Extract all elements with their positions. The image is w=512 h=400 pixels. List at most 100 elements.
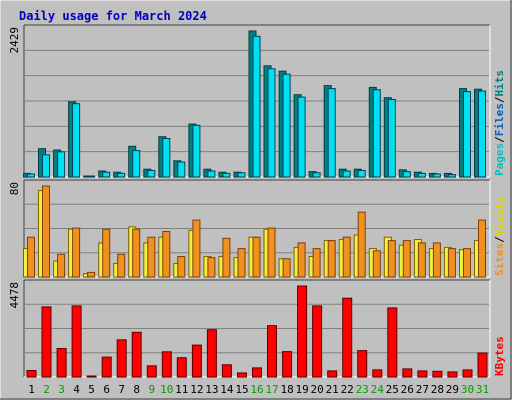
bar-visits-day-25 — [387, 240, 396, 278]
legend-files: Files — [493, 103, 506, 136]
bar-kbytes-day-12 — [191, 344, 202, 378]
bar-visits-day-28 — [432, 242, 441, 278]
day-label-20: 20 — [310, 383, 323, 396]
day-label-27: 27 — [416, 383, 429, 396]
bar-kbytes-day-8 — [131, 331, 142, 378]
bar-visits-day-19 — [297, 242, 306, 278]
day-label-25: 25 — [386, 383, 399, 396]
y-max-label-kbytes: 4478 — [8, 282, 21, 309]
bar-visits-day-29 — [447, 248, 456, 278]
bar-files-day-19 — [297, 96, 306, 178]
bar-files-day-18 — [282, 73, 291, 178]
legend-sep-1: / — [493, 136, 506, 143]
bar-visits-day-9 — [147, 236, 156, 278]
bar-visits-day-26 — [402, 240, 411, 278]
day-label-28: 28 — [431, 383, 444, 396]
day-label-6: 6 — [103, 383, 110, 396]
day-label-17: 17 — [265, 383, 278, 396]
bar-visits-day-20 — [312, 248, 321, 278]
bar-files-day-26 — [402, 171, 411, 178]
bar-visits-day-7 — [117, 253, 126, 278]
bar-kbytes-day-20 — [312, 305, 323, 378]
chart-title: Daily usage for March 2024 — [19, 9, 207, 23]
bar-visits-day-23 — [357, 211, 366, 278]
bar-kbytes-day-5 — [86, 375, 97, 378]
legend-middle: Sites/Visits — [493, 197, 506, 277]
legend-visits: Visits — [493, 197, 506, 237]
bar-kbytes-day-25 — [387, 307, 398, 378]
bar-files-day-21 — [327, 88, 336, 178]
day-label-4: 4 — [73, 383, 80, 396]
bar-files-day-2 — [42, 154, 50, 178]
bar-visits-day-6 — [102, 228, 111, 278]
bar-kbytes-day-28 — [432, 370, 443, 378]
bar-kbytes-day-17 — [267, 325, 277, 378]
bar-kbytes-day-29 — [447, 371, 458, 378]
bar-files-day-9 — [147, 169, 156, 178]
bar-kbytes-day-3 — [56, 348, 67, 378]
bar-visits-day-12 — [192, 219, 201, 278]
bar-visits-day-21 — [327, 240, 336, 278]
day-label-24: 24 — [371, 383, 385, 396]
day-label-22: 22 — [341, 383, 354, 396]
bar-kbytes-day-23 — [357, 350, 368, 378]
bar-visits-day-14 — [222, 237, 231, 278]
bar-visits-day-31 — [478, 219, 486, 278]
bar-visits-day-24 — [372, 250, 381, 278]
bar-kbytes-day-26 — [402, 368, 413, 378]
bar-kbytes-day-24 — [372, 369, 383, 378]
day-label-11: 11 — [175, 383, 188, 396]
bar-visits-day-27 — [417, 242, 426, 278]
day-label-10: 10 — [160, 383, 173, 396]
bar-kbytes-day-6 — [101, 356, 112, 378]
day-label-3: 3 — [58, 383, 65, 396]
bar-files-day-12 — [192, 124, 201, 178]
y-max-label-hits-files: 2429 — [8, 27, 21, 54]
day-label-8: 8 — [133, 383, 140, 396]
bar-visits-day-16 — [252, 236, 261, 278]
bar-visits-day-4 — [72, 227, 81, 278]
bar-kbytes-day-13 — [206, 329, 217, 378]
bar-files-day-1 — [27, 173, 35, 178]
y-max-label-sites-visits: 80 — [8, 182, 21, 195]
bar-visits-day-11 — [177, 256, 186, 278]
bar-files-day-31 — [478, 90, 486, 178]
bar-kbytes-day-16 — [252, 367, 262, 378]
bar-visits-day-18 — [282, 258, 291, 278]
day-label-2: 2 — [43, 383, 50, 396]
bar-visits-day-5 — [87, 271, 96, 278]
bar-files-day-17 — [267, 68, 276, 178]
legend-bottom: KBytes — [493, 336, 506, 376]
day-label-7: 7 — [118, 383, 125, 396]
day-label-16: 16 — [250, 383, 263, 396]
bar-visits-day-15 — [237, 248, 246, 278]
day-label-21: 21 — [326, 383, 339, 396]
bar-kbytes-day-2 — [41, 306, 52, 378]
bar-kbytes-day-22 — [342, 297, 353, 378]
bar-files-day-15 — [237, 172, 246, 178]
bar-visits-day-1 — [27, 236, 35, 278]
legend-sep-3: / — [493, 236, 506, 243]
bar-files-day-14 — [222, 172, 231, 178]
bar-files-day-3 — [57, 151, 66, 178]
legend-pages: Pages — [493, 143, 506, 176]
bar-visits-day-22 — [342, 236, 351, 278]
legend-kbytes: KBytes — [493, 336, 506, 376]
day-label-9: 9 — [148, 383, 155, 396]
day-label-23: 23 — [356, 383, 369, 396]
day-label-18: 18 — [280, 383, 293, 396]
bar-files-day-27 — [417, 172, 426, 178]
bar-files-day-7 — [117, 172, 126, 178]
day-label-12: 12 — [190, 383, 203, 396]
legend-top: Pages/Files/Hits — [493, 70, 506, 176]
day-label-19: 19 — [295, 383, 308, 396]
bar-kbytes-day-11 — [176, 357, 187, 378]
bar-visits-day-10 — [162, 231, 171, 278]
bar-visits-day-17 — [267, 227, 276, 278]
bar-kbytes-day-10 — [161, 351, 172, 378]
bar-files-day-6 — [102, 171, 111, 178]
day-label-13: 13 — [205, 383, 218, 396]
day-label-15: 15 — [235, 383, 248, 396]
